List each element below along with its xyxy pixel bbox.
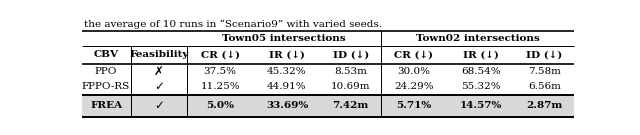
Text: Feasibility: Feasibility [129,50,189,60]
Text: CBV: CBV [93,50,118,60]
Text: 44.91%: 44.91% [267,82,307,91]
Text: 55.32%: 55.32% [461,82,500,91]
Text: CR (↓): CR (↓) [394,50,433,60]
Text: ID (↓): ID (↓) [526,50,563,60]
Text: FPPO-RS: FPPO-RS [82,82,130,91]
Text: ✓: ✓ [154,99,164,112]
Text: 6.56m: 6.56m [528,82,561,91]
Text: Town05 intersections: Town05 intersections [222,34,346,43]
Text: 8.53m: 8.53m [334,67,367,76]
Text: PPO: PPO [95,67,117,76]
Text: FREA: FREA [90,101,122,110]
Text: 5.71%: 5.71% [396,101,431,110]
Text: Town02 intersections: Town02 intersections [416,34,540,43]
Text: 37.5%: 37.5% [204,67,237,76]
Text: 33.69%: 33.69% [266,101,308,110]
Text: 30.0%: 30.0% [397,67,430,76]
Text: IR (↓): IR (↓) [463,50,499,60]
Text: ✗: ✗ [154,65,164,78]
Text: the average of 10 runs in “Scenario9” with varied seeds.: the average of 10 runs in “Scenario9” wi… [84,19,382,29]
Text: 68.54%: 68.54% [461,67,500,76]
Bar [81,95,575,117]
Text: CR (↓): CR (↓) [200,50,239,60]
Text: 7.42m: 7.42m [333,101,369,110]
Text: 5.0%: 5.0% [206,101,234,110]
Text: 14.57%: 14.57% [460,101,502,110]
Text: ID (↓): ID (↓) [333,50,369,60]
Text: 45.32%: 45.32% [267,67,307,76]
Text: IR (↓): IR (↓) [269,50,305,60]
Text: 10.69m: 10.69m [331,82,371,91]
Text: 11.25%: 11.25% [200,82,240,91]
Text: 2.87m: 2.87m [526,101,563,110]
Text: 24.29%: 24.29% [394,82,434,91]
Text: ✓: ✓ [154,80,164,93]
Text: 7.58m: 7.58m [528,67,561,76]
